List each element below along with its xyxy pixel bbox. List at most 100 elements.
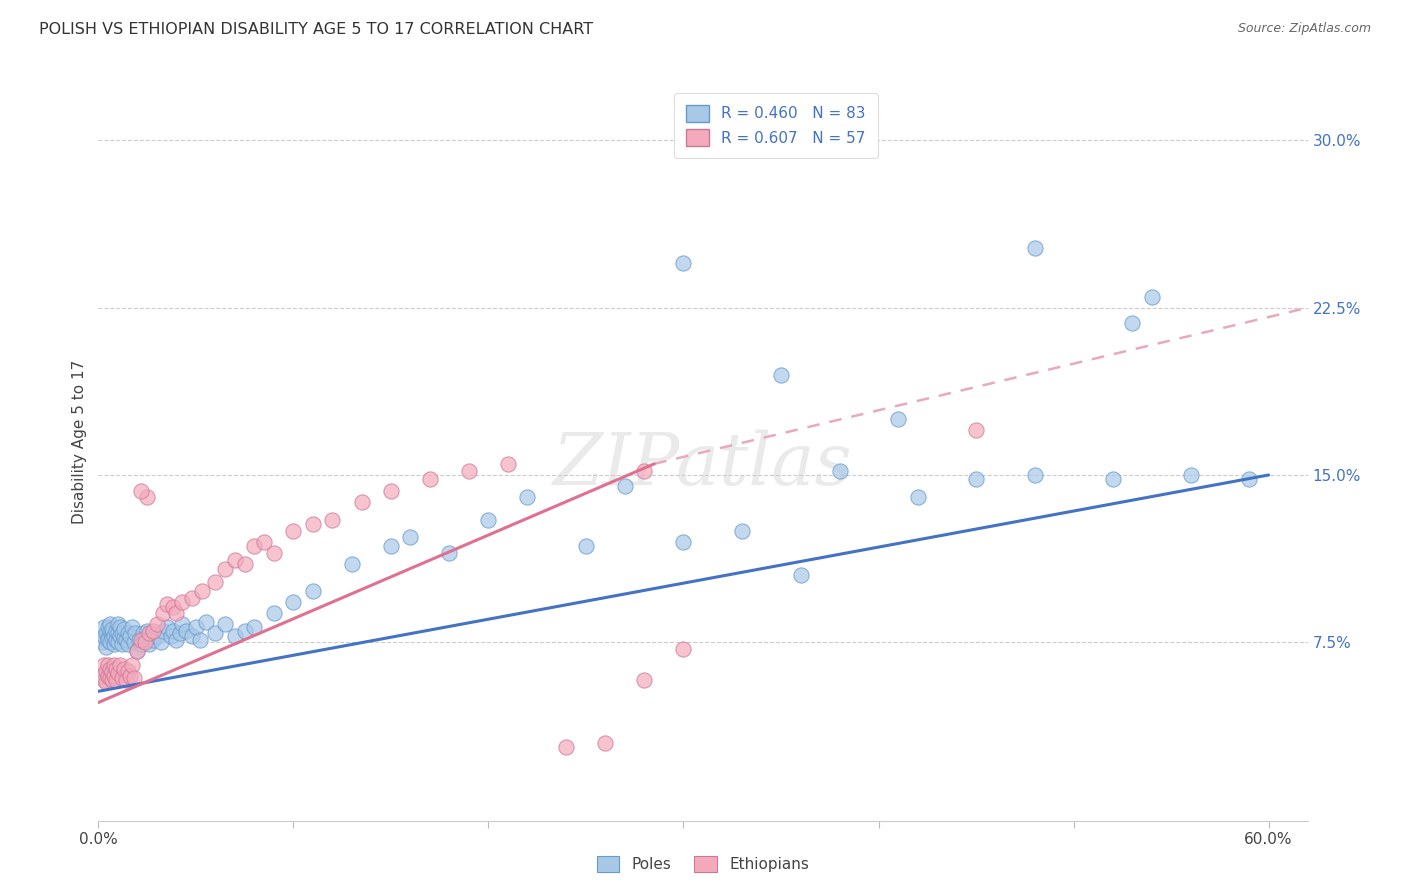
Point bbox=[98, 635, 121, 649]
Point bbox=[108, 619, 131, 633]
Point bbox=[233, 624, 256, 639]
Point bbox=[101, 631, 124, 645]
Point bbox=[108, 657, 131, 672]
Point bbox=[112, 631, 135, 645]
Point bbox=[117, 626, 139, 640]
Point bbox=[103, 628, 125, 642]
Point bbox=[263, 546, 285, 560]
Point bbox=[112, 662, 135, 676]
Point bbox=[159, 628, 181, 642]
Point bbox=[98, 624, 121, 639]
Point bbox=[321, 512, 343, 526]
Point bbox=[108, 628, 131, 642]
Point bbox=[138, 626, 160, 640]
Point bbox=[1121, 317, 1143, 331]
Point bbox=[122, 671, 145, 685]
Point bbox=[174, 624, 197, 639]
Point bbox=[439, 546, 461, 560]
Point bbox=[152, 624, 174, 639]
Point bbox=[114, 633, 136, 648]
Point bbox=[769, 368, 792, 382]
Point bbox=[111, 671, 134, 685]
Point bbox=[181, 591, 204, 605]
Point bbox=[96, 675, 118, 690]
Point bbox=[181, 628, 204, 642]
Point bbox=[595, 735, 617, 749]
Point bbox=[98, 662, 121, 676]
Point bbox=[97, 633, 120, 648]
Point bbox=[243, 539, 266, 553]
Point bbox=[633, 464, 655, 478]
Point bbox=[887, 412, 910, 426]
Point bbox=[672, 256, 695, 270]
Point bbox=[114, 673, 136, 688]
Point bbox=[516, 490, 538, 504]
Point bbox=[731, 524, 754, 538]
Point bbox=[162, 599, 184, 614]
Y-axis label: Disability Age 5 to 17: Disability Age 5 to 17 bbox=[72, 359, 87, 524]
Point bbox=[134, 631, 156, 645]
Point bbox=[136, 624, 159, 639]
Point bbox=[101, 673, 124, 688]
Point bbox=[263, 607, 285, 621]
Point bbox=[104, 624, 127, 639]
Point bbox=[103, 657, 125, 672]
Point bbox=[112, 622, 135, 636]
Point bbox=[124, 626, 146, 640]
Point bbox=[107, 635, 129, 649]
Point bbox=[672, 642, 695, 657]
Point bbox=[283, 524, 305, 538]
Point bbox=[101, 626, 124, 640]
Point bbox=[1024, 467, 1046, 482]
Point bbox=[965, 424, 987, 438]
Point bbox=[575, 539, 598, 553]
Point bbox=[131, 637, 153, 651]
Point bbox=[555, 740, 578, 755]
Point bbox=[93, 673, 115, 688]
Point bbox=[828, 133, 851, 147]
Point bbox=[1101, 473, 1123, 487]
Legend: R = 0.460   N = 83, R = 0.607   N = 57: R = 0.460 N = 83, R = 0.607 N = 57 bbox=[673, 93, 877, 158]
Point bbox=[224, 552, 246, 567]
Point bbox=[149, 635, 172, 649]
Point bbox=[419, 473, 441, 487]
Point bbox=[97, 657, 120, 672]
Point bbox=[96, 640, 118, 654]
Point bbox=[146, 617, 169, 632]
Point bbox=[477, 512, 499, 526]
Point bbox=[1237, 473, 1260, 487]
Point bbox=[117, 637, 139, 651]
Point bbox=[1140, 289, 1163, 303]
Point bbox=[93, 619, 115, 633]
Point bbox=[156, 598, 179, 612]
Point bbox=[104, 662, 127, 676]
Point bbox=[111, 626, 134, 640]
Point bbox=[302, 583, 325, 598]
Point bbox=[107, 626, 129, 640]
Point bbox=[97, 669, 120, 683]
Point bbox=[633, 673, 655, 688]
Point bbox=[380, 539, 402, 553]
Point bbox=[165, 633, 187, 648]
Point bbox=[136, 490, 159, 504]
Point bbox=[172, 595, 194, 609]
Point bbox=[191, 583, 214, 598]
Point bbox=[93, 657, 115, 672]
Point bbox=[907, 490, 929, 504]
Point bbox=[131, 483, 153, 498]
Point bbox=[127, 644, 149, 658]
Point bbox=[107, 617, 129, 632]
Point bbox=[103, 637, 125, 651]
Point bbox=[97, 619, 120, 633]
Point bbox=[118, 669, 141, 683]
Point bbox=[91, 669, 114, 683]
Point bbox=[142, 633, 165, 648]
Point bbox=[134, 635, 156, 649]
Text: POLISH VS ETHIOPIAN DISABILITY AGE 5 TO 17 CORRELATION CHART: POLISH VS ETHIOPIAN DISABILITY AGE 5 TO … bbox=[39, 22, 593, 37]
Point bbox=[340, 557, 363, 572]
Point bbox=[172, 617, 194, 632]
Point bbox=[104, 673, 127, 688]
Point bbox=[139, 628, 162, 642]
Point bbox=[122, 635, 145, 649]
Point bbox=[118, 628, 141, 642]
